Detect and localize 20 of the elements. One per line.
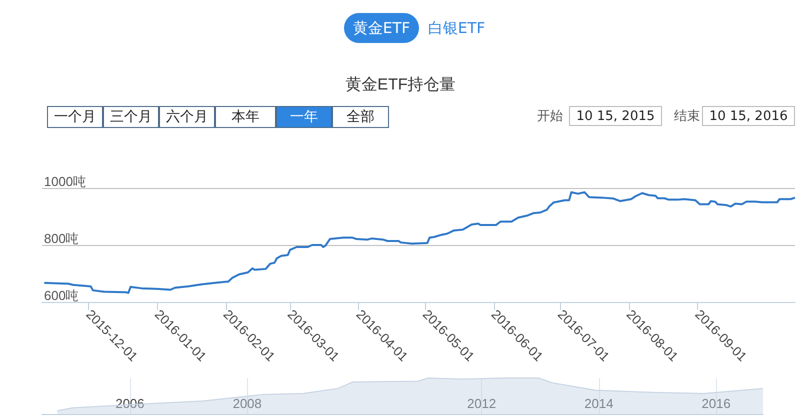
text: 三个月 bbox=[103, 106, 159, 128]
text: 一个月 bbox=[47, 106, 103, 128]
text: 10 15, 2016 bbox=[702, 106, 795, 126]
text: 开始 bbox=[536, 108, 564, 126]
text: 本年 bbox=[215, 106, 276, 128]
x-tick-label: 2014 bbox=[584, 396, 614, 411]
text: 10 15, 2015 bbox=[569, 106, 662, 126]
x-tick-label: 2016 bbox=[702, 396, 731, 411]
text: 全部 bbox=[332, 106, 389, 128]
y-tick-label: 800吨 bbox=[44, 231, 79, 246]
text: 一年 bbox=[276, 106, 332, 128]
text: 黄金ETF bbox=[344, 13, 419, 43]
text: 白银ETF bbox=[426, 18, 486, 38]
y-tick-label: 600吨 bbox=[44, 288, 79, 303]
chart-title: 黄金ETF持仓量 bbox=[345, 76, 456, 94]
x-tick-label: 2008 bbox=[232, 396, 262, 411]
y-tick-label: 1000吨 bbox=[44, 174, 86, 189]
x-tick-label: 2012 bbox=[467, 396, 496, 411]
text: 结束 bbox=[673, 108, 701, 126]
text: 六个月 bbox=[159, 106, 215, 128]
